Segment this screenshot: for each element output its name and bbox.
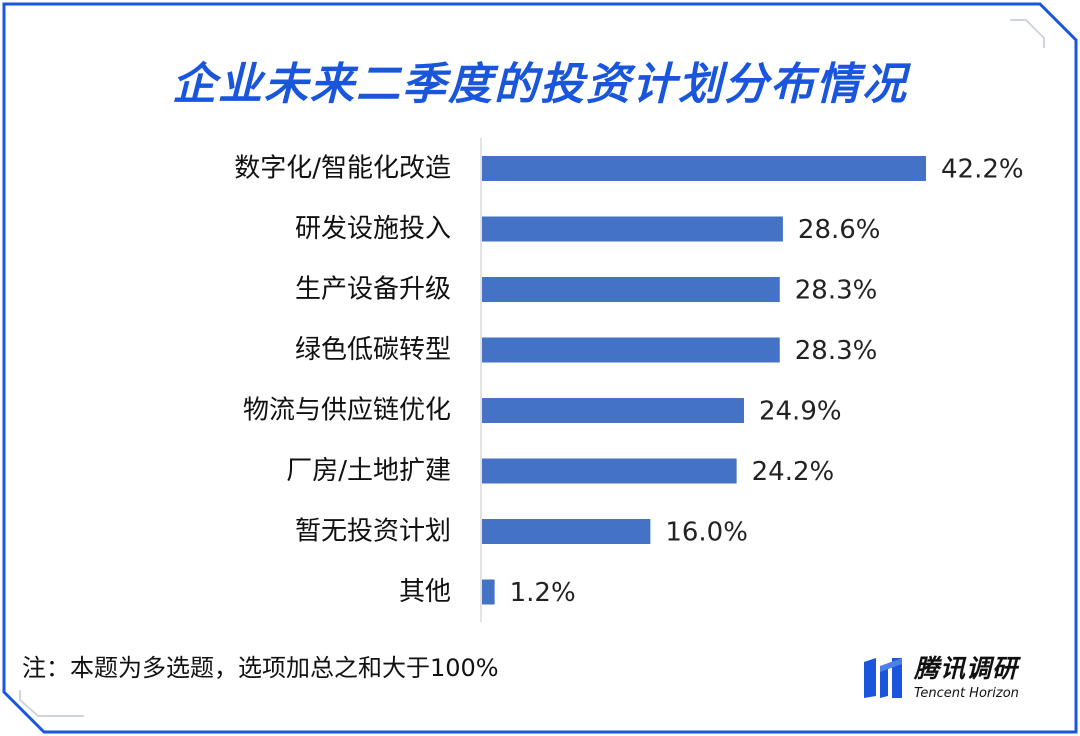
data-label: 16.0%: [665, 518, 748, 548]
brand-logo: 腾讯调研 Tencent Horizon: [862, 656, 1019, 700]
data-label: 24.9%: [759, 397, 842, 427]
category-label: 厂房/土地扩建: [286, 456, 451, 486]
footnote: 注：本题为多选题，选项加总之和大于100%: [22, 654, 499, 682]
category-label: 数字化/智能化改造: [234, 154, 451, 184]
corner-accent-bottom-left: [19, 690, 84, 717]
category-label: 生产设备升级: [295, 275, 451, 305]
bar: [482, 337, 780, 363]
category-label: 暂无投资计划: [295, 517, 451, 547]
data-label: 28.3%: [795, 336, 878, 366]
data-label: 24.2%: [752, 457, 835, 487]
corner-accent-top-right: [1010, 19, 1045, 48]
bar: [482, 398, 744, 423]
logo-name-en: Tencent Horizon: [914, 686, 1019, 701]
bars-layer: 数字化/智能化改造 42.2% 研发设施投入 28.6% 生产设备升级 28.3% 绿色低碳…: [234, 138, 1024, 622]
data-label: 1.2%: [510, 578, 576, 608]
category-label: 研发设施投入: [295, 214, 451, 244]
category-label: 其他: [399, 577, 451, 607]
data-label: 42.2%: [941, 155, 1024, 185]
data-label: 28.3%: [795, 276, 878, 306]
bar: [482, 156, 926, 181]
tencent-horizon-logo-icon: [864, 658, 902, 698]
category-label: 绿色低碳转型: [295, 335, 451, 365]
bar: [482, 277, 780, 302]
logo-name-cn: 腾讯调研: [914, 654, 1019, 683]
bar: [482, 579, 495, 605]
bar: [482, 519, 651, 544]
bar: [482, 216, 783, 242]
category-label: 物流与供应链优化: [243, 396, 451, 426]
chart-title: 企业未来二季度的投资计划分布情况: [172, 59, 908, 110]
data-label: 28.6%: [798, 215, 881, 245]
bar: [482, 458, 737, 484]
